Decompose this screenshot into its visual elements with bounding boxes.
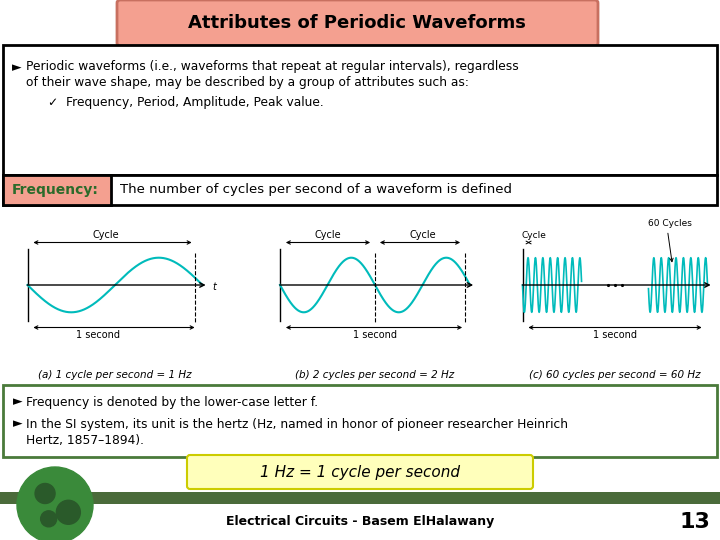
Text: 1 second: 1 second [593, 330, 637, 341]
Text: t: t [212, 282, 217, 292]
Text: Cycle: Cycle [409, 230, 436, 240]
FancyBboxPatch shape [187, 455, 533, 489]
Text: 13: 13 [680, 512, 711, 532]
Text: 1 Hz = 1 cycle per second: 1 Hz = 1 cycle per second [260, 464, 460, 480]
Text: (a) 1 cycle per second = 1 Hz: (a) 1 cycle per second = 1 Hz [38, 370, 192, 380]
Text: Attributes of Periodic Waveforms: Attributes of Periodic Waveforms [188, 14, 526, 32]
Text: 60 Cycles: 60 Cycles [647, 219, 691, 228]
Circle shape [17, 467, 93, 540]
Text: Frequency is denoted by the lower-case letter f.: Frequency is denoted by the lower-case l… [26, 396, 318, 409]
Text: Periodic waveforms (i.e., waveforms that repeat at regular intervals), regardles: Periodic waveforms (i.e., waveforms that… [26, 60, 518, 73]
Text: (c) 60 cycles per second = 60 Hz: (c) 60 cycles per second = 60 Hz [529, 370, 701, 380]
Text: Electrical Circuits - Basem ElHalawany: Electrical Circuits - Basem ElHalawany [226, 516, 494, 529]
Text: ►: ► [12, 62, 22, 75]
Text: ►: ► [13, 417, 22, 430]
Bar [0, 492, 720, 504]
Text: 1 second: 1 second [76, 330, 120, 341]
Text: Cycle: Cycle [521, 231, 546, 240]
Bar [0, 504, 720, 540]
Text: ✓  Frequency, Period, Amplitude, Peak value.: ✓ Frequency, Period, Amplitude, Peak val… [48, 96, 324, 109]
Bar [3, 175, 111, 205]
Bar [3, 45, 717, 175]
Text: The number of cycles per second of a waveform is defined: The number of cycles per second of a wav… [120, 184, 512, 197]
Text: (b) 2 cycles per second = 2 Hz: (b) 2 cycles per second = 2 Hz [295, 370, 454, 380]
FancyBboxPatch shape [117, 0, 598, 46]
Circle shape [40, 511, 57, 527]
Text: 1 second: 1 second [353, 330, 397, 341]
Text: of their wave shape, may be described by a group of attributes such as:: of their wave shape, may be described by… [26, 76, 469, 89]
Text: Cycle: Cycle [314, 230, 341, 240]
Bar [3, 175, 717, 205]
Text: In the SI system, its unit is the hertz (Hz, named in honor of pioneer researche: In the SI system, its unit is the hertz … [26, 418, 568, 431]
Circle shape [56, 500, 81, 524]
Text: Frequency:: Frequency: [12, 183, 99, 197]
Circle shape [35, 483, 55, 503]
Bar [3, 385, 717, 457]
Text: ►: ► [13, 395, 22, 408]
Text: Cycle: Cycle [93, 230, 120, 240]
Text: Hertz, 1857–1894).: Hertz, 1857–1894). [26, 434, 144, 447]
